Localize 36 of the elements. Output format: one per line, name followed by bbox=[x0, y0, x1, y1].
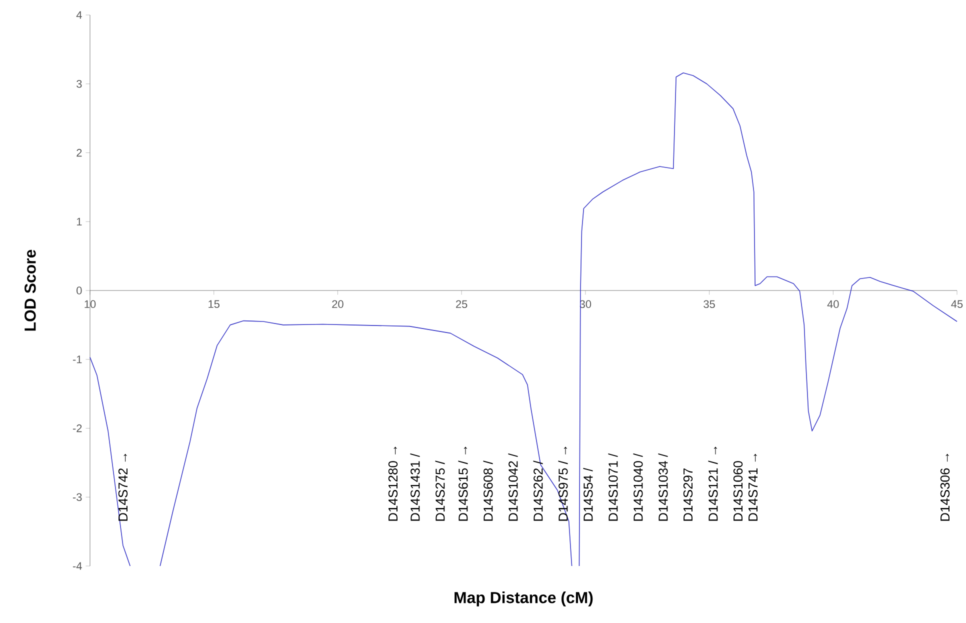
x-tick-label: 20 bbox=[332, 300, 344, 308]
annotation: D14S1042 / bbox=[508, 453, 518, 521]
y-tick-label: 4 bbox=[76, 11, 82, 19]
annotation: D14S615 / → bbox=[458, 446, 468, 521]
annotation: D14S275 / bbox=[435, 460, 445, 521]
annotation: D14S297 bbox=[683, 468, 693, 521]
annotation: D14S1060 bbox=[733, 461, 743, 521]
x-tick-label: 15 bbox=[208, 300, 220, 308]
annotation: D14S608 / bbox=[483, 460, 493, 521]
annotation: D14S1040 / bbox=[633, 453, 643, 521]
annotation: D14S975 / → bbox=[558, 446, 568, 521]
y-axis-title: LOD Score bbox=[24, 250, 36, 331]
annotation: D14S1071 / bbox=[608, 453, 618, 521]
annotation: D14S1431 / bbox=[410, 453, 420, 521]
annotation: D14S742 → bbox=[118, 454, 128, 521]
y-tick-label: 0 bbox=[76, 286, 82, 294]
annotation: D14S262 / bbox=[533, 460, 543, 521]
x-axis-title: Map Distance (cM) bbox=[454, 592, 593, 606]
annotation: D14S1034 / bbox=[658, 453, 668, 521]
annotation: D14S1280 → bbox=[388, 446, 398, 521]
y-tick-label: -3 bbox=[72, 493, 82, 502]
y-tick-label: 3 bbox=[76, 80, 82, 88]
x-tick-label: 40 bbox=[827, 300, 839, 308]
x-tick-label: 25 bbox=[456, 300, 468, 308]
y-tick-label: -2 bbox=[72, 424, 82, 432]
x-tick-label: 10 bbox=[84, 300, 96, 308]
y-tick-label: -1 bbox=[72, 356, 82, 364]
annotation: D14S121 / → bbox=[708, 446, 718, 521]
y-tick-label: 2 bbox=[76, 148, 82, 157]
x-tick-label: 35 bbox=[704, 300, 715, 308]
y-tick-label: 1 bbox=[76, 218, 82, 226]
annotation: D14S741 → bbox=[748, 454, 758, 521]
y-tick-label: -4 bbox=[72, 562, 82, 570]
x-tick-label: 45 bbox=[951, 300, 963, 308]
annotation: D14S54 / bbox=[583, 468, 593, 521]
annotation: D14S306 → bbox=[940, 454, 950, 521]
